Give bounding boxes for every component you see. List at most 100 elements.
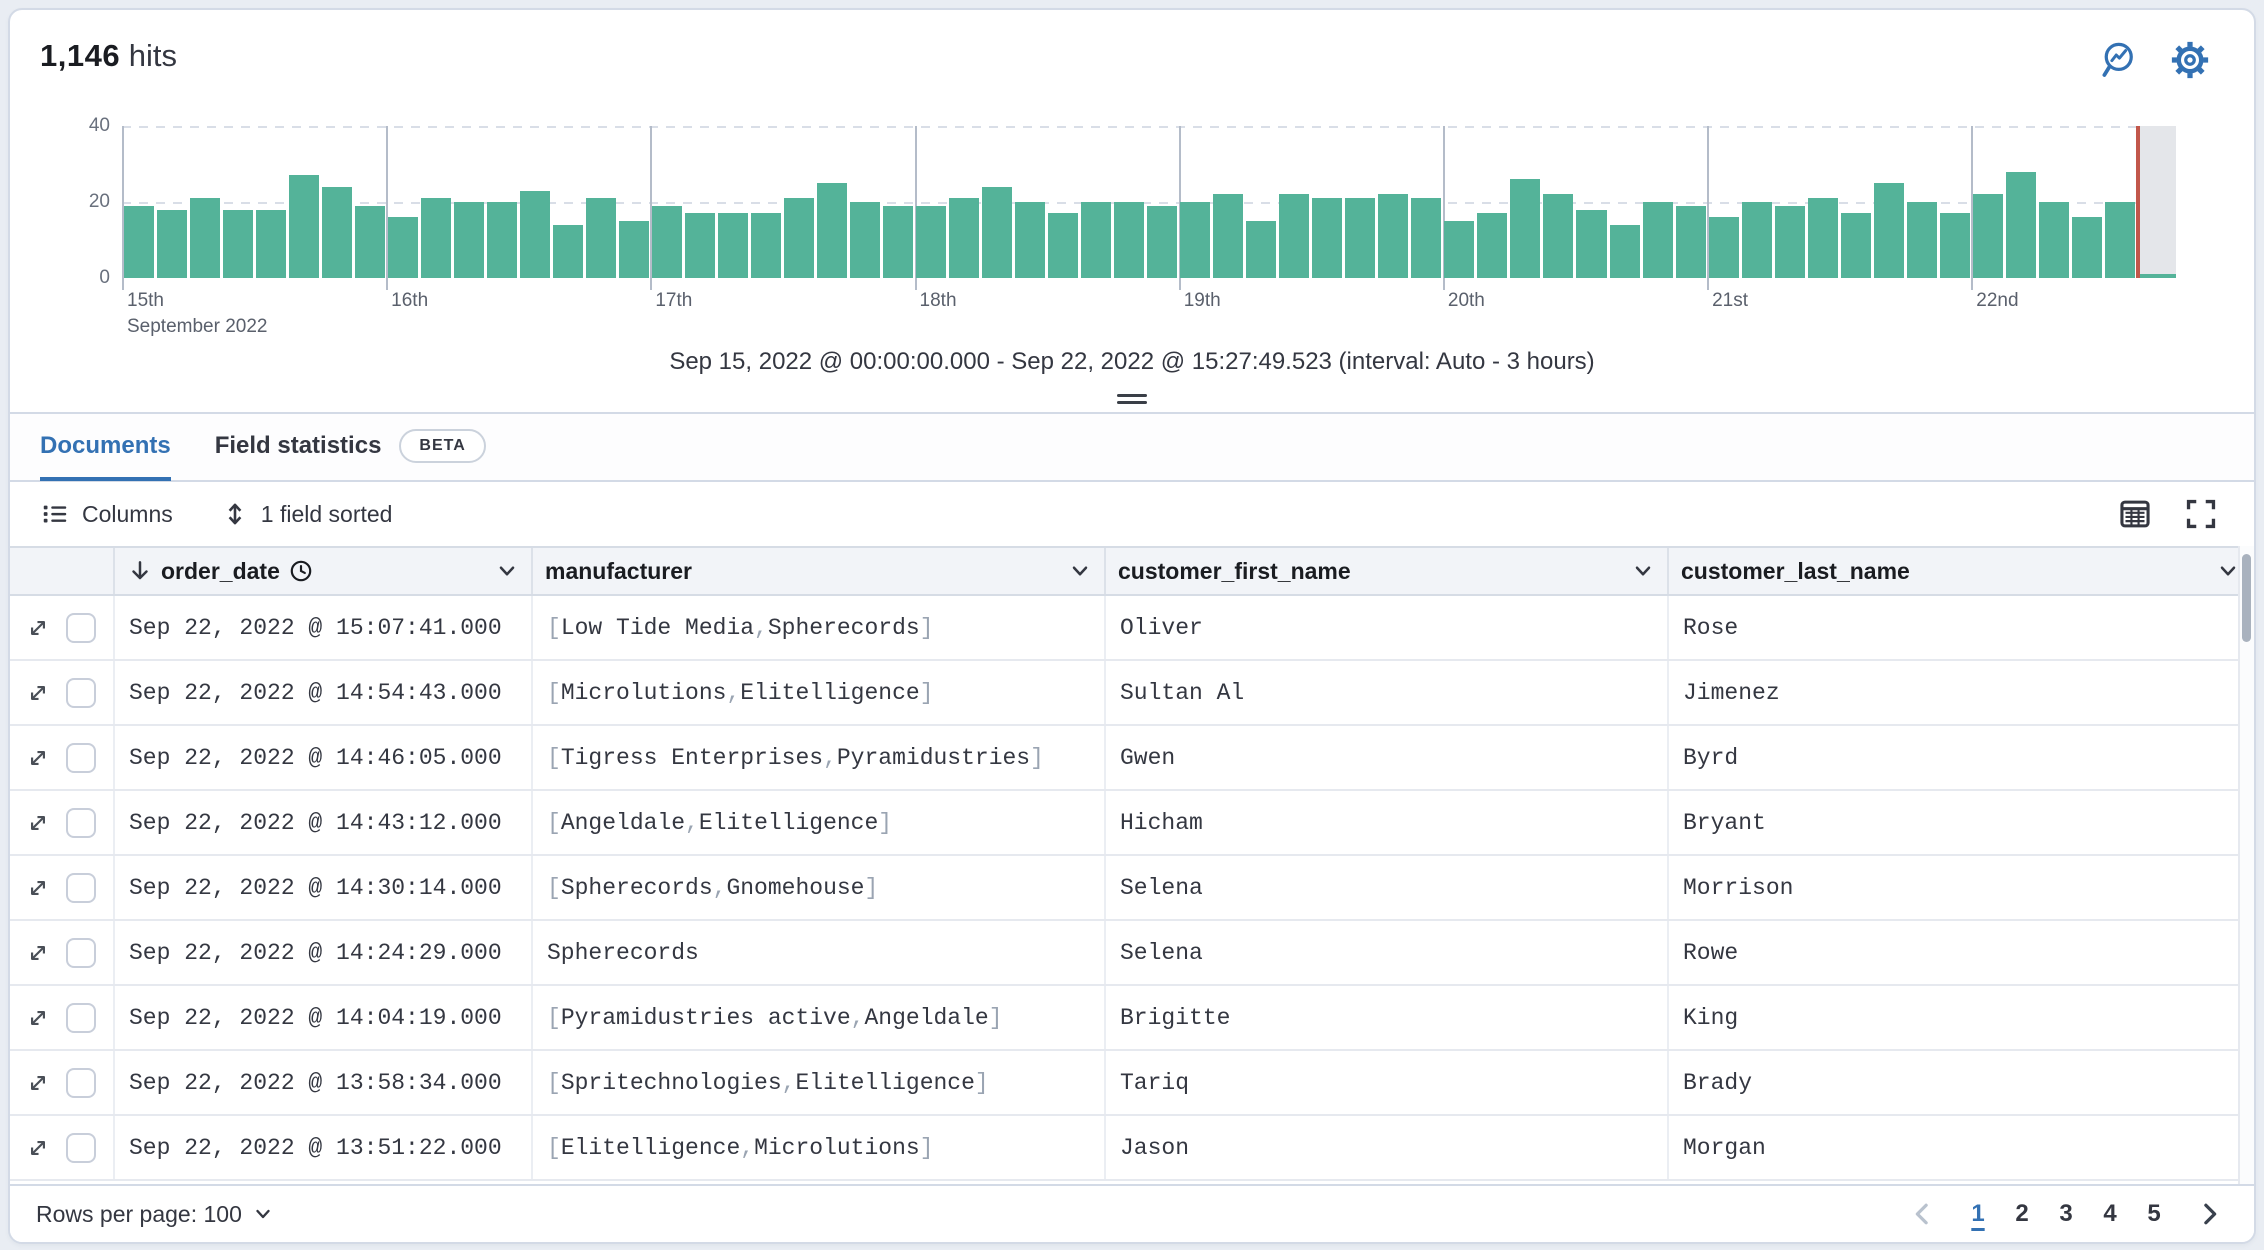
histogram-bar[interactable] bbox=[1906, 202, 1937, 278]
histogram-bar[interactable] bbox=[1576, 209, 1607, 278]
settings-button[interactable] bbox=[2170, 40, 2210, 80]
histogram-bar[interactable] bbox=[2005, 171, 2036, 278]
chevron-down-icon[interactable] bbox=[495, 559, 519, 583]
histogram-bar[interactable] bbox=[1312, 198, 1343, 278]
histogram-bar[interactable] bbox=[883, 205, 914, 278]
histogram-bar[interactable] bbox=[123, 205, 154, 278]
row-checkbox[interactable] bbox=[66, 1132, 96, 1163]
vertical-scrollbar[interactable] bbox=[2238, 546, 2254, 1184]
histogram-bar[interactable] bbox=[387, 217, 418, 278]
histogram-bar[interactable] bbox=[2071, 217, 2102, 278]
histogram-bar[interactable] bbox=[618, 221, 649, 278]
expand-row-button[interactable] bbox=[24, 1134, 52, 1162]
histogram-bar[interactable] bbox=[321, 186, 352, 278]
column-header-manufacturer[interactable]: manufacturer bbox=[533, 548, 1106, 594]
histogram-plot-area[interactable] bbox=[122, 126, 2176, 290]
columns-button[interactable]: Columns bbox=[40, 499, 173, 529]
histogram-bar[interactable] bbox=[1510, 179, 1541, 278]
inspect-chart-button[interactable] bbox=[2100, 40, 2140, 80]
histogram-bar[interactable] bbox=[1180, 202, 1211, 278]
histogram-bar[interactable] bbox=[552, 224, 583, 278]
histogram-bar[interactable] bbox=[1675, 205, 1706, 278]
histogram-bar[interactable] bbox=[1477, 213, 1508, 278]
histogram-bar[interactable] bbox=[1411, 198, 1442, 278]
histogram-bar[interactable] bbox=[1279, 194, 1310, 278]
histogram-bar[interactable] bbox=[849, 202, 880, 278]
expand-row-button[interactable] bbox=[24, 679, 52, 707]
histogram-bar[interactable] bbox=[651, 205, 682, 278]
histogram-bar[interactable] bbox=[2104, 202, 2135, 278]
page-button-4[interactable]: 4 bbox=[2088, 1192, 2132, 1236]
histogram-bar[interactable] bbox=[189, 198, 220, 278]
chart-resize-handle[interactable] bbox=[10, 386, 2254, 412]
row-checkbox[interactable] bbox=[66, 872, 96, 903]
tab-field-statistics[interactable]: Field statistics BETA bbox=[215, 415, 486, 481]
page-button-1[interactable]: 1 bbox=[1956, 1192, 2000, 1236]
expand-row-button[interactable] bbox=[24, 1069, 52, 1097]
histogram-bar[interactable] bbox=[1873, 183, 1904, 278]
histogram-bar[interactable] bbox=[420, 198, 451, 278]
scrollbar-thumb[interactable] bbox=[2242, 554, 2251, 642]
histogram-bar[interactable] bbox=[486, 202, 517, 278]
expand-row-button[interactable] bbox=[24, 809, 52, 837]
histogram-bar[interactable] bbox=[717, 213, 748, 278]
histogram-bar[interactable] bbox=[1081, 202, 1112, 278]
histogram-bar[interactable] bbox=[519, 190, 550, 278]
chevron-down-icon[interactable] bbox=[1068, 559, 1092, 583]
column-header-customer_first_name[interactable]: customer_first_name bbox=[1106, 548, 1669, 594]
histogram-bar[interactable] bbox=[288, 175, 319, 278]
expand-row-button[interactable] bbox=[24, 939, 52, 967]
histogram-bar[interactable] bbox=[1213, 194, 1244, 278]
row-checkbox[interactable] bbox=[66, 742, 96, 773]
chevron-down-icon[interactable] bbox=[2216, 559, 2240, 583]
histogram-bar[interactable] bbox=[684, 213, 715, 278]
histogram-bar[interactable] bbox=[1444, 221, 1475, 278]
histogram-bar[interactable] bbox=[1807, 198, 1838, 278]
chevron-down-icon[interactable] bbox=[1631, 559, 1655, 583]
previous-page-button[interactable] bbox=[1904, 1199, 1942, 1229]
histogram-bar[interactable] bbox=[1774, 205, 1805, 278]
row-checkbox[interactable] bbox=[66, 677, 96, 708]
expand-row-button[interactable] bbox=[24, 1004, 52, 1032]
column-header-customer_last_name[interactable]: customer_last_name bbox=[1669, 548, 2254, 594]
page-button-5[interactable]: 5 bbox=[2132, 1192, 2176, 1236]
expand-row-button[interactable] bbox=[24, 874, 52, 902]
display-options-button[interactable] bbox=[2116, 495, 2154, 533]
histogram-bar[interactable] bbox=[1015, 202, 1046, 278]
expand-row-button[interactable] bbox=[24, 614, 52, 642]
histogram-bar[interactable] bbox=[982, 186, 1013, 278]
histogram-bar[interactable] bbox=[1840, 213, 1871, 278]
histogram-bar[interactable] bbox=[1246, 221, 1277, 278]
histogram-bar[interactable] bbox=[1378, 194, 1409, 278]
row-checkbox[interactable] bbox=[66, 807, 96, 838]
histogram-bar[interactable] bbox=[1741, 202, 1772, 278]
histogram-bar[interactable] bbox=[354, 205, 385, 278]
expand-row-button[interactable] bbox=[24, 744, 52, 772]
histogram-bar[interactable] bbox=[255, 209, 286, 278]
page-button-2[interactable]: 2 bbox=[2000, 1192, 2044, 1236]
row-checkbox[interactable] bbox=[66, 612, 96, 643]
histogram-bar[interactable] bbox=[1642, 202, 1673, 278]
fullscreen-button[interactable] bbox=[2182, 495, 2220, 533]
histogram-bar[interactable] bbox=[1147, 205, 1178, 278]
row-checkbox[interactable] bbox=[66, 937, 96, 968]
histogram-bar[interactable] bbox=[1114, 202, 1145, 278]
histogram-bar[interactable] bbox=[1939, 213, 1970, 278]
row-checkbox[interactable] bbox=[66, 1067, 96, 1098]
histogram-bar[interactable] bbox=[1972, 194, 2003, 278]
histogram-bar[interactable] bbox=[1609, 224, 1640, 278]
histogram-bar[interactable] bbox=[1345, 198, 1376, 278]
histogram-bar[interactable] bbox=[1543, 194, 1574, 278]
row-checkbox[interactable] bbox=[66, 1002, 96, 1033]
histogram-bar[interactable] bbox=[1048, 213, 1079, 278]
histogram-bar[interactable] bbox=[1708, 217, 1739, 278]
histogram-bar[interactable] bbox=[156, 209, 187, 278]
page-button-3[interactable]: 3 bbox=[2044, 1192, 2088, 1236]
tab-documents[interactable]: Documents bbox=[40, 415, 171, 481]
histogram-bar[interactable] bbox=[222, 209, 253, 278]
histogram-bar[interactable] bbox=[783, 198, 814, 278]
rows-per-page-button[interactable]: Rows per page: 100 bbox=[36, 1201, 274, 1228]
histogram-bar[interactable] bbox=[750, 213, 781, 278]
histogram-bar[interactable] bbox=[453, 202, 484, 278]
histogram-bar[interactable] bbox=[916, 205, 947, 278]
